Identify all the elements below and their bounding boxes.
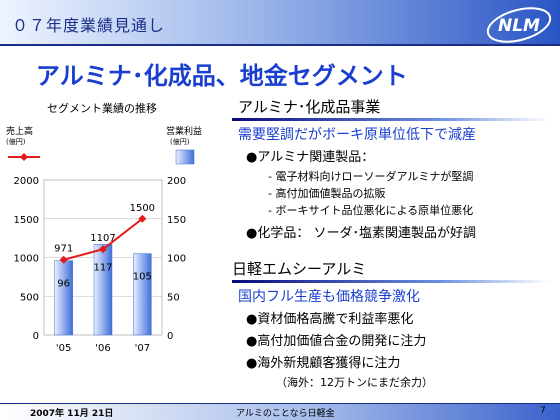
section1-subitem-bauxite: - ボーキサイト品位悪化による原単位悪化 [268,204,474,217]
section1-subitem-electronic: - 電子材料向けローソーダアルミナが堅調 [268,170,474,183]
right-axis-tick-label: 200 [167,176,186,187]
left-axis-label-line1: 売上高 [6,125,33,137]
left-axis-tick-label: 1500 [14,215,39,226]
line-point-sales [59,255,68,264]
company-logo: NLM [486,7,552,43]
line-data-label: 971 [54,244,73,255]
right-axis-tick-label: 150 [167,215,186,226]
line-point-sales [138,214,147,223]
header-title: ０７年度業績見通し [12,16,166,35]
x-axis-tick-label: '07 [135,343,150,354]
bar-data-label: 105 [133,272,152,283]
footer-tagline: アルミのことなら日軽金 [236,409,335,419]
section1-subtitle: 需要堅調だがボーキ原単位低下で減産 [238,127,476,143]
slide-title: アルミナ･化成品、地金セグメント [36,62,408,90]
bar-operating-profit [93,244,113,336]
line-point-sales [99,245,107,254]
section1-rule [232,118,550,121]
section1-bullet-chemicals: ●化学品： ソーダ･塩素関連製品が好調 [246,226,476,241]
section1-bullet-alumina: ●アルミナ関連製品： [246,150,375,165]
left-axis-tick-label: 500 [20,292,39,303]
section2-bullet-overseas: ●海外新規顧客獲得に注力 [246,356,401,371]
header-bar: ０７年度業績見通し NLM [0,0,560,44]
bar-operating-profit [54,260,73,336]
page-number: 7 [540,406,546,416]
line-data-label: 1500 [130,203,155,214]
logo-text: NLM [498,16,540,36]
left-axis-tick-label: 2000 [14,176,39,187]
left-axis-tick-label: 0 [33,331,39,342]
line-data-label: 1107 [90,233,115,244]
x-axis-tick-label: '06 [95,343,110,354]
right-axis-tick-label: 100 [167,254,186,265]
right-axis-label-line1: 営業利益 [166,125,202,137]
section2-subtitle: 国内フル生産も価格競争激化 [238,289,420,305]
right-axis-tick-label: 0 [167,331,173,342]
right-axis-tick-label: 50 [167,292,180,303]
left-axis-label-line2: (億円) [6,137,26,146]
footer-bar: 2007年 11月 21日 アルミのことなら日軽金 7 [0,403,560,420]
bar-data-label: 117 [93,262,112,273]
section2-bullet-material-cost: ●資材価格高騰で利益率悪化 [246,312,414,327]
section2-bullet-alloy: ●高付加価値合金の開発に注力 [246,334,427,349]
segment-chart: セグメント業績の推移 売上高 (億円) 営業利益 (億円) 0500100015… [6,101,202,354]
section2-title: 日軽エムシーアルミ [232,260,367,278]
bar-operating-profit [133,253,152,336]
x-axis-tick-label: '05 [56,343,71,354]
header-divider [0,44,560,46]
bar-data-label: 96 [57,279,70,290]
section1-title: アルミナ･化成品事業 [238,98,381,116]
left-axis-tick-label: 1000 [14,254,39,265]
legend-bar-swatch [175,149,195,165]
section2-rule [232,280,550,283]
right-axis-label-line2: (億円) [170,137,190,146]
section1-subitem-value-added: - 高付加価値製品の拡販 [268,187,386,200]
legend-line-marker [20,153,28,161]
section2-note-overseas-capacity: （海外：12万トンにまだ余力） [276,376,433,389]
footer-date: 2007年 11月 21日 [30,409,114,419]
chart-title: セグメント業績の推移 [47,101,157,115]
